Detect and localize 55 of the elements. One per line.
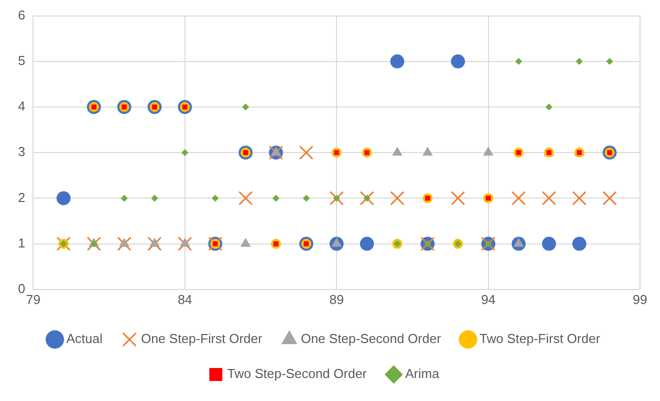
point [120, 194, 128, 202]
y-tick-label: 3 [18, 144, 26, 160]
point [392, 146, 402, 156]
point [56, 191, 71, 206]
point [181, 149, 188, 156]
x-tick-label: 84 [178, 292, 192, 307]
point [515, 58, 522, 65]
point [272, 194, 280, 202]
legend-label: Two Step-Second Order [227, 366, 368, 382]
point [545, 104, 552, 110]
point [572, 236, 586, 251]
point [602, 191, 617, 206]
point [299, 145, 314, 160]
point [390, 54, 404, 68]
point [178, 236, 192, 251]
point [151, 194, 158, 202]
point [212, 194, 219, 202]
point [572, 191, 586, 206]
point [360, 236, 374, 251]
point [238, 191, 253, 206]
point [363, 194, 370, 202]
x-tick-label: 99 [632, 292, 648, 307]
point [117, 236, 132, 251]
legend-label: Actual [66, 331, 103, 346]
point [147, 236, 162, 251]
point [360, 191, 374, 206]
point [542, 236, 556, 251]
y-tick-label: 2 [18, 190, 26, 205]
point [606, 58, 614, 65]
x-tick-label: 79 [26, 292, 40, 307]
legend-label: Two Step-First Order [480, 331, 601, 346]
point [512, 191, 526, 206]
point [450, 191, 466, 206]
legend-label: One Step-First Order [140, 331, 264, 346]
legend-label: Arima [405, 366, 440, 382]
legend-label: One Step-Second Order [300, 331, 442, 346]
point [450, 54, 465, 68]
point [242, 104, 250, 110]
point [302, 194, 310, 202]
y-tick-label: 1 [18, 235, 26, 250]
point [422, 146, 433, 156]
y-tick-label: 0 [18, 280, 26, 296]
point [542, 191, 556, 206]
point [333, 194, 340, 202]
y-tick-label: 4 [18, 98, 26, 114]
point [483, 146, 494, 156]
point [576, 58, 583, 65]
y-tick-label: 6 [18, 7, 26, 22]
x-tick-label: 94 [481, 292, 496, 307]
x-tick-label: 89 [329, 292, 344, 307]
point [330, 191, 344, 206]
point [390, 191, 404, 206]
y-tick-label: 5 [18, 52, 26, 68]
point [90, 240, 98, 248]
point [86, 236, 102, 251]
